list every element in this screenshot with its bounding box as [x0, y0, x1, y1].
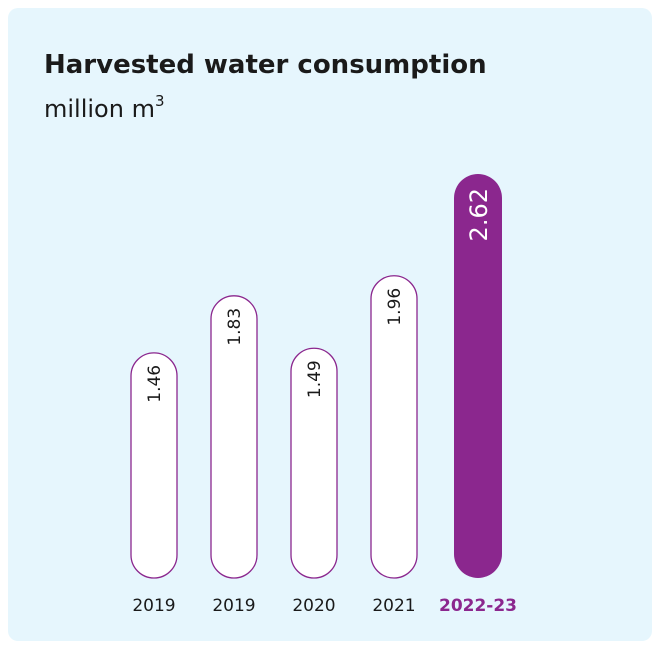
value-label-1: 1.83 [225, 308, 245, 346]
bar-4 [454, 174, 502, 578]
bar-1 [210, 295, 258, 579]
chart-unit: million m3 [44, 92, 165, 123]
category-label-4: 2022-23 [439, 596, 517, 616]
value-label-0: 1.46 [145, 365, 165, 403]
bar-2 [290, 347, 338, 579]
value-label-2: 1.49 [305, 360, 325, 398]
chart-title: Harvested water consumption [44, 50, 487, 80]
value-label-4: 2.62 [465, 188, 493, 241]
category-label-1: 2019 [212, 596, 255, 616]
category-label-0: 2019 [132, 596, 175, 616]
unit-superscript: 3 [154, 92, 165, 110]
category-label-3: 2021 [372, 596, 415, 616]
bar-3 [370, 275, 418, 579]
bar-0 [130, 352, 178, 579]
unit-text: million m [44, 95, 155, 123]
category-label-2: 2020 [292, 596, 335, 616]
value-label-3: 1.96 [385, 288, 405, 326]
